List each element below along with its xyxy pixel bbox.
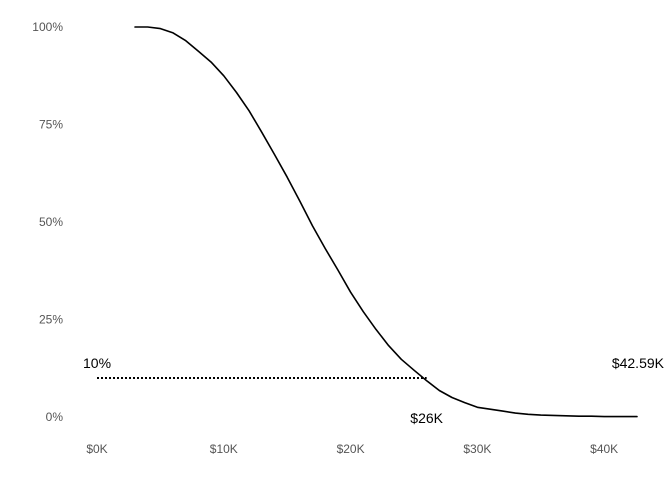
y-tick-label: 0% [46,410,64,424]
x-tick-label: $10K [210,442,238,456]
x-tick-label: $30K [463,442,491,456]
annotation-reference-percent: 10% [83,355,111,371]
annotations: 10% $26K $42.59K [83,355,665,426]
y-tick-label: 50% [39,215,63,229]
y-tick-label: 25% [39,313,63,327]
y-tick-label: 75% [39,118,63,132]
x-tick-label: $40K [590,442,618,456]
x-tick-label: $0K [86,442,107,456]
x-tick-label: $20K [337,442,365,456]
y-tick-label: 100% [32,20,63,34]
annotation-max-value: $42.59K [612,355,665,371]
series-line [134,26,638,418]
annotation-threshold-value: $26K [410,410,443,426]
x-axis: $0K $10K $20K $30K $40K [86,442,618,456]
y-axis: 0% 25% 50% 75% 100% [32,20,63,424]
series-group [134,26,638,418]
